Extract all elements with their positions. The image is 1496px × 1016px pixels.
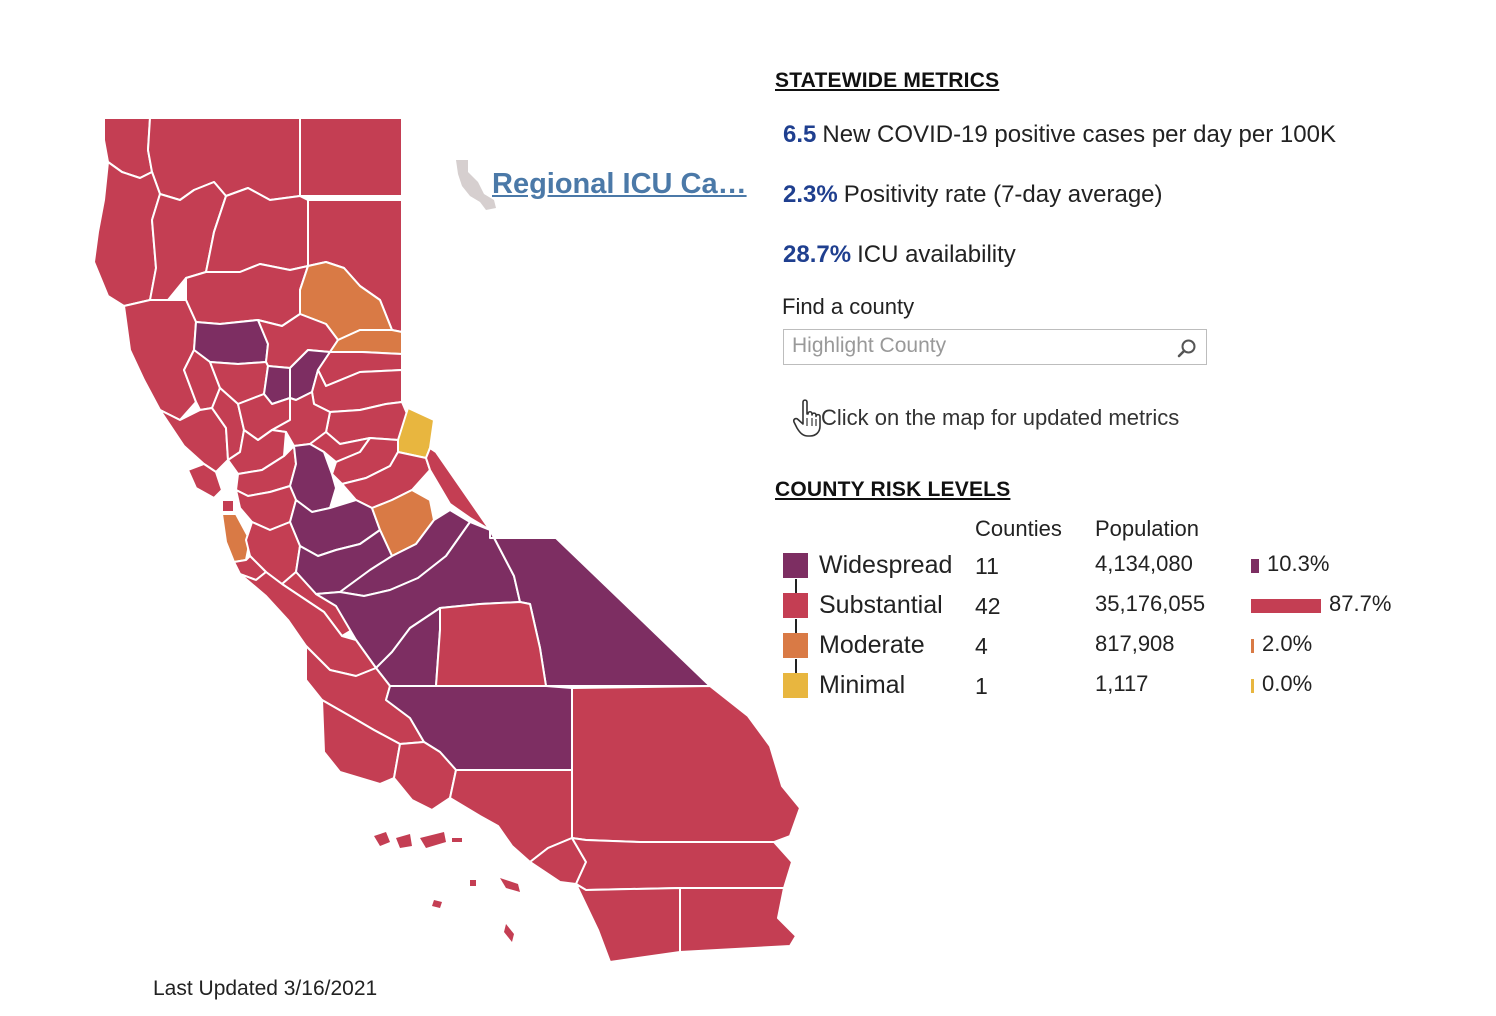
last-updated: Last Updated 3/16/2021 [153,977,378,1000]
population-share-percent: 0.0% [1262,671,1313,696]
column-header-counties: Counties [975,516,1062,541]
population-share-bar [1251,599,1321,613]
risk-counties: 4 [975,633,988,659]
risk-row-widespread[interactable]: Widespread 11 4,134,080 10.3% [775,551,1475,581]
legend-connector [795,619,797,633]
county-tehama[interactable] [185,263,309,327]
island-san-miguel [374,832,390,846]
county-search-input[interactable] [784,330,1172,362]
island-catalina [500,878,520,892]
risk-label: Moderate [819,631,925,659]
risk-population: 1,117 [1095,671,1149,696]
population-share-bar [1251,559,1259,573]
county-san-bernardino[interactable] [571,685,801,843]
county-imperial[interactable] [679,887,797,953]
county-mono[interactable] [425,447,491,531]
county-los-angeles[interactable] [449,769,573,863]
legend-connector [795,659,797,673]
swatch-widespread [783,553,808,578]
island-san-clemente [504,924,514,942]
california-outline-icon [456,160,496,210]
island-santa-barbara [470,880,476,886]
swatch-moderate [783,633,808,658]
risk-row-substantial[interactable]: Substantial 42 35,176,055 87.7% [775,591,1475,621]
metric-icu-value: 28.7% [783,241,852,268]
regional-icu-link-text[interactable]: Regional ICU Ca… [492,167,747,200]
population-share-percent: 2.0% [1262,631,1313,656]
island-santa-rosa [396,834,412,848]
population-share-bar [1251,679,1254,693]
county-san-francisco[interactable] [221,499,235,513]
county-humboldt[interactable] [93,161,161,307]
risk-population: 817,908 [1095,631,1175,656]
map-hint: Click on the map for updated metrics [791,398,1179,438]
risk-label: Minimal [819,671,906,699]
county-marin[interactable] [187,463,223,499]
swatch-substantial [783,593,808,618]
risk-counties: 42 [975,593,1001,619]
county-siskiyou[interactable] [147,117,301,201]
island-anacapa [452,838,462,842]
county-modoc[interactable] [299,117,403,197]
risk-counties: 11 [975,553,999,579]
county-tulare[interactable] [435,601,547,687]
county-risk-levels-title: COUNTY RISK LEVELS [775,478,1011,501]
metric-icu-label: ICU availability [857,241,1016,268]
legend-connector [795,579,797,593]
risk-population: 4,134,080 [1095,551,1193,576]
population-share-percent: 87.7% [1329,591,1392,616]
metric-positivity-label: Positivity rate (7-day average) [843,181,1163,208]
metric-icu: 28.7% ICU availability [783,241,1016,269]
risk-row-moderate[interactable]: Moderate 4 817,908 2.0% [775,631,1475,661]
risk-label: Widespread [819,551,953,579]
statewide-metrics-title: STATEWIDE METRICS [775,69,1000,92]
regional-icu-link[interactable]: Regional ICU Ca… [454,158,784,210]
county-mendocino[interactable] [123,299,197,421]
county-riverside[interactable] [571,837,793,891]
map-hint-text: Click on the map for updated metrics [821,405,1180,430]
swatch-minimal [783,673,808,698]
island-san-nicolas [432,900,442,908]
risk-counties: 1 [975,673,988,699]
county-monterey[interactable] [239,571,377,677]
metric-positivity: 2.3% Positivity rate (7-day average) [783,181,1163,209]
county-search-box[interactable] [783,329,1207,365]
metric-cases-value: 6.5 [783,121,817,148]
population-share-percent: 10.3% [1267,551,1330,576]
metric-cases: 6.5 New COVID-19 positive cases per day p… [783,121,1336,149]
risk-population: 35,176,055 [1095,591,1206,616]
pointer-hand-icon [793,399,821,437]
search-icon[interactable] [1176,337,1198,359]
column-header-population: Population [1095,516,1199,541]
population-share-bar [1251,639,1254,653]
metric-cases-label: New COVID-19 positive cases per day per … [822,121,1336,148]
risk-row-minimal[interactable]: Minimal 1 1,117 0.0% [775,671,1475,701]
find-county-label: Find a county [782,294,915,319]
island-santa-cruz [420,832,446,848]
metric-positivity-value: 2.3% [783,181,838,208]
risk-label: Substantial [819,591,943,619]
county-san-diego[interactable] [575,883,681,963]
